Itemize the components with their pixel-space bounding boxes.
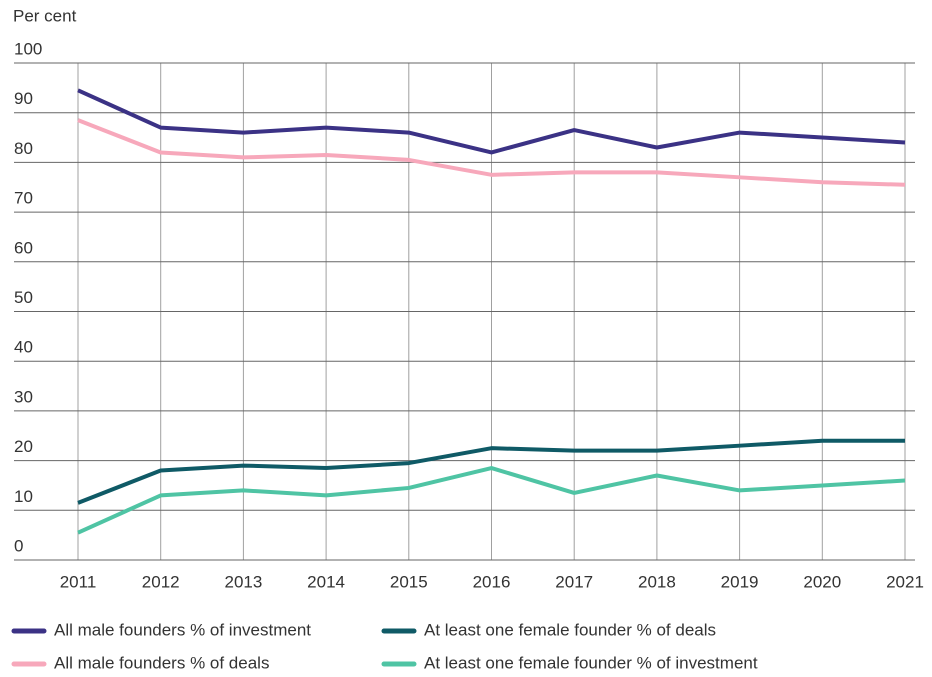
x-tick-label: 2019 [721,572,759,591]
y-tick-label: 50 [14,288,33,307]
legend-label: All male founders % of investment [54,620,311,639]
x-tick-label: 2013 [224,572,262,591]
line-series [77,466,906,535]
y-tick-label: 80 [14,139,33,158]
y-tick-label: 0 [14,536,23,555]
y-tick-label: 20 [14,437,33,456]
x-tick-label: 2014 [307,572,345,591]
y-tick-label: 40 [14,338,33,357]
y-tick-label: 90 [14,89,33,108]
x-tick-label: 2017 [555,572,593,591]
line-series [77,88,906,155]
y-tick-label: 100 [14,39,42,58]
y-axis-label: Per cent [13,6,77,25]
legend-label: All male founders % of deals [54,653,269,672]
y-tick-label: 70 [14,189,33,208]
x-tick-label: 2016 [473,572,511,591]
y-tick-label: 10 [14,487,33,506]
y-tick-label: 60 [14,238,33,257]
x-tick-label: 2020 [803,572,841,591]
legend-label: At least one female founder % of investm… [424,653,758,672]
x-tick-label: 2012 [142,572,180,591]
line-series [77,438,905,505]
x-tick-label: 2011 [60,572,97,591]
y-tick-label: 30 [14,387,33,406]
legend-label: At least one female founder % of deals [424,620,716,639]
x-tick-label: 2021 [886,572,924,591]
line-series [77,118,906,187]
x-tick-label: 2018 [638,572,676,591]
x-tick-label: 2015 [390,572,428,591]
